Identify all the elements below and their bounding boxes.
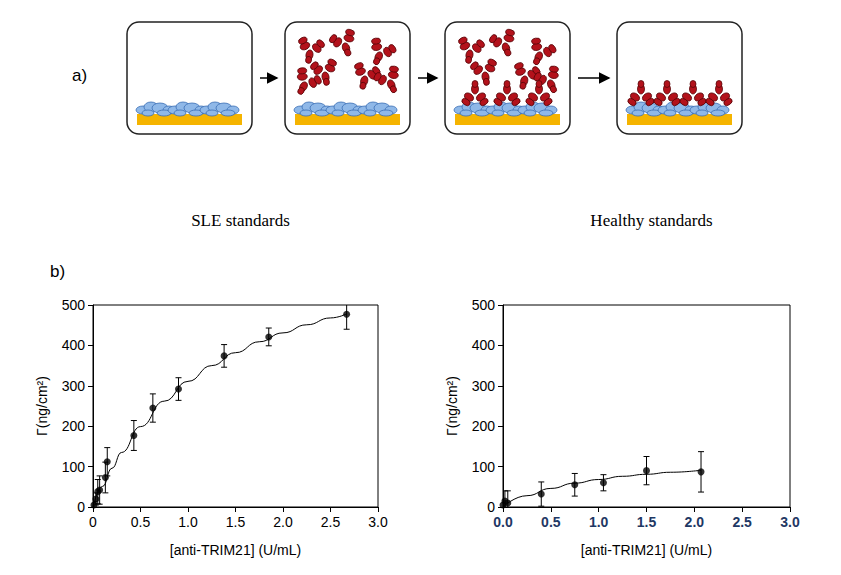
svg-text:1.5: 1.5 — [226, 514, 246, 530]
svg-text:200: 200 — [62, 418, 86, 434]
svg-text:SLE standards: SLE standards — [191, 211, 290, 230]
svg-text:3.0: 3.0 — [368, 514, 388, 530]
svg-text:3.0: 3.0 — [780, 514, 800, 530]
svg-text:Healthy standards: Healthy standards — [590, 211, 712, 230]
svg-text:1.0: 1.0 — [178, 514, 198, 530]
svg-text:2.0: 2.0 — [685, 514, 705, 530]
svg-text:Γ(ng/cm²): Γ(ng/cm²) — [444, 376, 460, 436]
svg-text:300: 300 — [62, 378, 86, 394]
svg-text:500: 500 — [472, 297, 496, 313]
svg-text:[anti-TRIM21] (U/mL): [anti-TRIM21] (U/mL) — [581, 542, 712, 558]
svg-text:500: 500 — [62, 297, 86, 313]
svg-text:0.5: 0.5 — [131, 514, 151, 530]
svg-text:300: 300 — [472, 378, 496, 394]
svg-text:2.5: 2.5 — [732, 514, 752, 530]
html-text:a): a) — [72, 66, 88, 85]
svg-text:0.0: 0.0 — [493, 514, 513, 530]
svg-text:1.5: 1.5 — [637, 514, 657, 530]
svg-text:[anti-TRIM21] (U/mL): [anti-TRIM21] (U/mL) — [170, 542, 301, 558]
svg-text:0.5: 0.5 — [541, 514, 561, 530]
svg-text:1.0: 1.0 — [589, 514, 609, 530]
svg-text:Γ(ng/cm²): Γ(ng/cm²) — [34, 376, 50, 436]
svg-text:0: 0 — [77, 499, 85, 515]
svg-text:0: 0 — [89, 514, 97, 530]
svg-text:2.0: 2.0 — [273, 514, 293, 530]
svg-text:400: 400 — [472, 337, 496, 353]
svg-text:0: 0 — [487, 499, 495, 515]
html-text:b): b) — [50, 262, 66, 281]
svg-text:400: 400 — [62, 337, 86, 353]
svg-text:100: 100 — [62, 459, 86, 475]
svg-text:100: 100 — [472, 459, 496, 475]
svg-text:2.5: 2.5 — [321, 514, 341, 530]
svg-text:200: 200 — [472, 418, 496, 434]
